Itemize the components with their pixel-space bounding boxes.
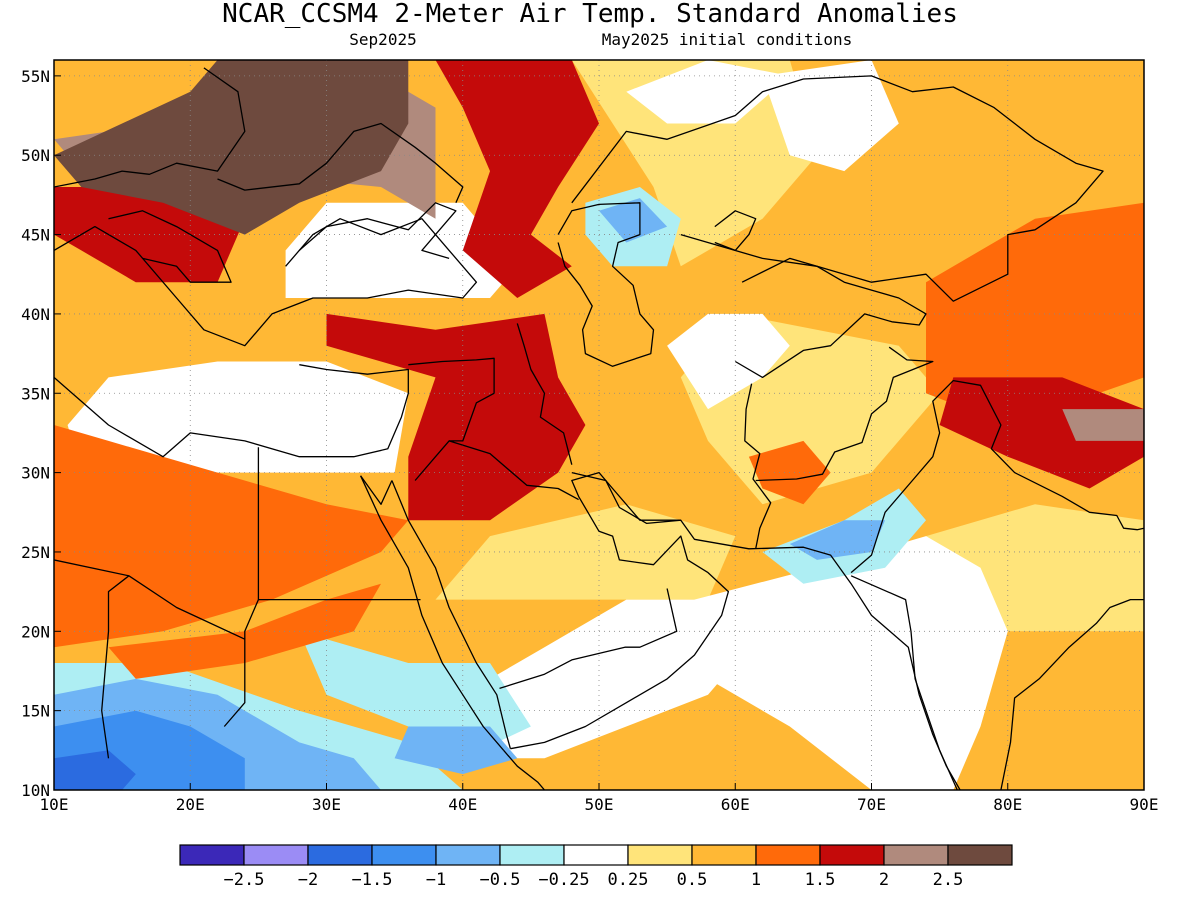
anomaly-region-neutral [762,60,899,172]
colorbar-label: −0.5 [480,870,521,890]
caspian-sea-shore [557,202,655,367]
libya-chad-border [54,559,246,727]
anomaly-region-neutral [667,313,790,410]
lon-tick-label: 70E [857,795,886,814]
anomaly-region-p1-p15 [54,425,409,648]
colorbar-label: −0.25 [538,870,589,890]
kazakhstan-border [571,75,1104,302]
anomaly-region-gt-p25 [54,60,409,235]
anomaly-region-p15-p2 [435,60,599,298]
colorbar-label: 2 [879,870,889,890]
anomaly-region-neutral [626,60,790,124]
lat-tick-label: 40N [21,305,50,324]
colorbar-label: −1 [426,870,446,890]
colorbar-swatch [627,844,693,866]
colorbar-swatch [563,844,629,866]
horn-of-africa-coast [503,749,545,790]
colorbar-label: −1.5 [352,870,393,890]
colorbar-swatch [755,844,821,866]
gulf-of-aden-coast [510,471,961,790]
anomaly-region-p025-p05 [571,60,817,267]
anomaly-region-m1-m05 [599,198,668,243]
lat-tick-label: 10N [21,781,50,800]
saudi-arabia-border [414,440,579,501]
anomaly-field [54,60,1144,790]
lat-tick-label: 55N [21,67,50,86]
colorbar-swatch [307,844,373,866]
colorbar-swatch [691,844,757,866]
colorbar-swatch [819,844,885,866]
colorbar-label: 1.5 [805,870,836,890]
lat-tick-label: 35N [21,384,50,403]
india-west-coast [850,575,958,790]
persian-gulf-outline [571,471,681,525]
colorbar-label: −2 [298,870,318,890]
iran-afghanistan-border [744,383,772,549]
chart-title: NCAR_CCSM4 2-Meter Air Temp. Standard An… [222,0,958,29]
lat-tick-label: 25N [21,543,50,562]
colorbar-label: −2.5 [224,870,265,890]
black-sea-north-coast [298,202,457,260]
mediterranean-south-coast [54,364,409,458]
lat-tick-label: 45N [21,226,50,245]
mediterranean-north-coast [54,218,478,347]
red-sea-west-coast [360,475,505,751]
initial-conditions-label: May2025 initial conditions [602,30,852,49]
lon-tick-label: 80E [993,795,1022,814]
valid-month-label: Sep2025 [349,30,416,49]
colorbar-swatch [179,844,245,866]
lon-tick-label: 50E [585,795,614,814]
anomaly-region-p15-p2 [326,313,586,521]
pakistan-india-border [850,379,1144,574]
colorbar-swatch [243,844,309,866]
colorbar-swatch [435,844,501,866]
libya-egypt-border [244,447,260,640]
longitude-axis: 10E 20E 30E 40E 50E 60E 70E 80E 90E [40,783,1159,814]
lon-tick-label: 60E [721,795,750,814]
colorbar-label: 1 [751,870,761,890]
sinai-gulf [360,475,393,505]
iraq-syria-border [408,357,495,442]
anomaly-region-p025-p05 [435,504,736,600]
ukraine-russia-border [217,122,464,204]
coastlines-and-borders [54,67,1144,790]
lon-tick-label: 20E [176,795,205,814]
anomaly-region-neutral [67,361,409,473]
colorbar-swatch [947,844,1013,866]
colorbar-label: 0.25 [608,870,649,890]
lon-tick-label: 30E [312,795,341,814]
central-europe-borders [54,67,246,188]
lat-tick-label: 15N [21,702,50,721]
latitude-axis: 10N 15N 20N 25N 30N 35N 40N 45N 50N 55N [21,67,61,800]
lon-tick-label: 10E [40,795,69,814]
lon-tick-label: 90E [1130,795,1159,814]
colorbar-label: 0.5 [677,870,708,890]
iran-iraq-border [516,323,573,465]
anomaly-region-m2-m15 [54,750,136,790]
red-sea-east-coast [391,480,512,749]
colorbar-swatch [371,844,437,866]
colorbar: −2.5 −2 −1.5 −1 −0.5 −0.25 0.25 0.5 1 1.5 2 2.5 [179,844,1013,890]
lat-tick-label: 50N [21,146,50,165]
chad-niger-border [101,575,130,759]
anomaly-region-p1-p15 [108,583,381,679]
colorbar-swatch [883,844,949,866]
central-asia-border [734,257,927,379]
lat-tick-label: 20N [21,622,50,641]
anomaly-region-neutral [285,202,518,298]
lat-tick-label: 30N [21,464,50,483]
map-plot-area [54,60,1144,790]
afghanistan-pakistan-border [755,346,934,482]
colorbar-swatch [499,844,565,866]
yemen-saudi-border [499,588,678,690]
bay-of-bengal-coast [1000,598,1144,790]
anomaly-region-p2-p25 [1062,409,1144,441]
lon-tick-label: 40E [448,795,477,814]
balkans-borders [108,210,232,283]
anomaly-region-m1-m05 [394,726,518,775]
colorbar-label: 2.5 [933,870,964,890]
